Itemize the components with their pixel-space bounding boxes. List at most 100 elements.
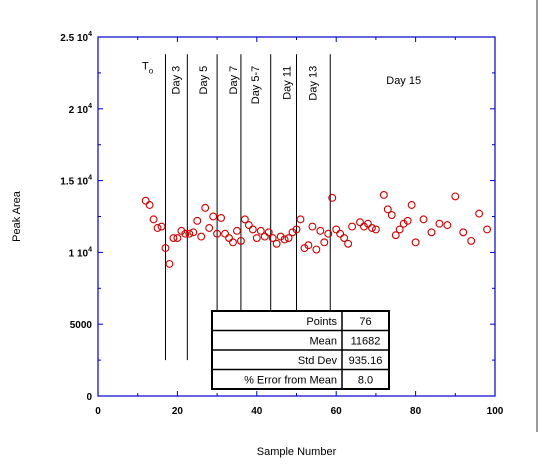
day-label-text: T <box>142 61 149 73</box>
data-point <box>284 234 293 242</box>
stats-label: Mean <box>309 335 337 347</box>
y-tick-base: 2 10 <box>69 105 89 116</box>
day-label: Day 7 <box>228 66 240 95</box>
y-tick-exponent: 4 <box>88 31 92 38</box>
data-point <box>407 201 416 209</box>
stats-value: 11682 <box>351 335 381 347</box>
data-point <box>221 229 229 238</box>
data-point <box>181 229 190 238</box>
data-point <box>244 221 253 230</box>
data-point <box>367 224 376 232</box>
x-axis-title: Sample Number <box>257 446 337 458</box>
data-point <box>157 222 166 231</box>
window-edge <box>536 0 538 432</box>
data-point <box>272 239 281 248</box>
y-tick-label: 5000 <box>70 320 93 331</box>
y-tick-label: 1.5 104 <box>60 175 92 188</box>
day-label: Day 3 <box>170 66 182 95</box>
data-point <box>340 234 349 242</box>
data-point <box>387 211 396 220</box>
data-point <box>217 213 226 222</box>
day-label: Day 13 <box>307 66 319 101</box>
day-label: Day 5 <box>198 66 210 95</box>
data-point <box>364 219 372 228</box>
data-point <box>149 215 158 224</box>
stats-label: % Error from Mean <box>244 374 337 386</box>
data-point <box>419 215 428 224</box>
data-point <box>391 231 400 240</box>
data-point <box>189 228 198 237</box>
y-tick-base: 1 10 <box>69 248 89 259</box>
x-tick-label: 80 <box>410 406 422 417</box>
stats-label: Points <box>306 316 337 328</box>
day-label: Day 5-7 <box>250 66 262 105</box>
data-point <box>459 228 468 237</box>
data-point <box>328 193 337 202</box>
day-label: Day 11 <box>282 66 294 100</box>
data-point <box>213 229 222 238</box>
data-point <box>356 218 364 227</box>
data-point <box>161 244 170 253</box>
y-tick-exponent: 4 <box>88 175 92 182</box>
data-point <box>475 209 484 218</box>
data-point <box>296 215 305 224</box>
y-tick-base: 0 <box>86 392 92 403</box>
data-point <box>320 238 329 247</box>
y-axis-title: Peak Area <box>11 190 23 242</box>
data-point <box>229 238 237 247</box>
data-point <box>141 196 150 205</box>
day-labels: To Day 3 Day 5 Day 7 Day 5-7 Day 11 Day 13 Day … <box>142 61 421 105</box>
y-tick-label: 2 104 <box>69 103 92 116</box>
stats-value: 76 <box>359 316 371 328</box>
data-points <box>141 191 492 268</box>
day-label: To <box>142 61 154 76</box>
data-point <box>205 224 214 232</box>
stats-value: 935.16 <box>349 355 383 367</box>
x-tick-label: 60 <box>331 406 343 417</box>
data-point <box>348 222 357 231</box>
x-tick-label: 40 <box>251 406 263 417</box>
data-point <box>256 226 265 235</box>
data-point <box>236 236 245 245</box>
data-point <box>197 232 206 241</box>
x-tick-label: 100 <box>487 406 504 417</box>
y-tick-label: 2.5 104 <box>60 31 92 44</box>
data-point <box>292 225 301 234</box>
data-point <box>411 238 420 247</box>
data-point <box>225 234 233 242</box>
day-label-subscript: o <box>149 67 154 76</box>
data-point <box>467 236 476 245</box>
stats-table: Points 76 Mean 11682 Std Dev 935.16 % Error fr… <box>211 310 390 390</box>
data-point <box>240 215 249 224</box>
stats-label: Std Dev <box>298 355 338 367</box>
data-point <box>395 225 404 234</box>
data-point <box>165 259 174 268</box>
day-label-text: Day 15 <box>386 75 421 87</box>
day-separator-lines <box>164 54 331 361</box>
data-point <box>304 241 313 250</box>
stats-value: 8.0 <box>358 374 373 386</box>
y-tick-base: 5000 <box>70 320 93 331</box>
data-point <box>248 225 257 234</box>
data-point <box>268 234 277 242</box>
data-point <box>173 234 182 242</box>
day-label: Day 15 <box>386 75 421 87</box>
y-tick-exponent: 4 <box>88 246 92 253</box>
data-point <box>403 216 412 225</box>
data-point <box>383 205 392 214</box>
data-point <box>451 192 460 201</box>
y-tick-exponent: 4 <box>88 103 92 110</box>
data-point <box>371 225 380 234</box>
y-tick-base: 2.5 10 <box>60 33 88 44</box>
data-point <box>308 222 317 231</box>
data-point <box>379 191 388 199</box>
data-point <box>344 239 353 248</box>
data-point <box>427 228 436 237</box>
data-point <box>252 234 261 242</box>
data-point <box>209 212 218 221</box>
data-point <box>316 226 325 235</box>
data-point <box>201 203 210 212</box>
y-tick-base: 1.5 10 <box>60 177 88 188</box>
